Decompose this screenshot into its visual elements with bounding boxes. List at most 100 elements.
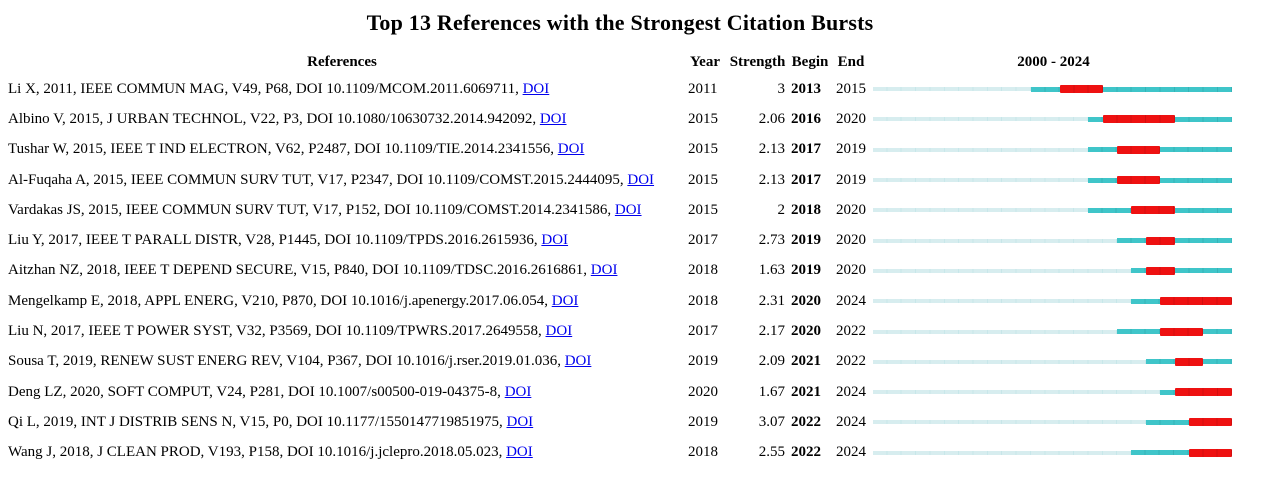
strength-value: 1.67 (758, 383, 785, 400)
reference-cell: Albino V, 2015, J URBAN TECHNOL, V22, P3… (0, 111, 684, 128)
reference-cell: Liu N, 2017, IEEE T POWER SYST, V32, P35… (0, 323, 684, 340)
table-row: Liu Y, 2017, IEEE T PARALL DISTR, V28, P… (0, 225, 1268, 255)
table-row: Vardakas JS, 2015, IEEE COMMUN SURV TUT,… (0, 195, 1268, 225)
burst-segment (1145, 266, 1175, 275)
active-segment (1088, 147, 1118, 153)
begin-value: 2020 (791, 323, 821, 340)
burst-timeline-bar (873, 417, 1232, 427)
year-value: 2018 (688, 292, 718, 309)
timeline-cell (871, 84, 1236, 94)
active-segment (1174, 238, 1232, 244)
begin-value: 2020 (791, 292, 821, 309)
burst-timeline-bar (873, 84, 1232, 94)
end-value: 2020 (836, 110, 866, 127)
timeline-cell (871, 145, 1236, 155)
pre-publication-segment (873, 450, 1132, 455)
column-header-strength: Strength (729, 53, 786, 70)
burst-timeline-bar (873, 266, 1232, 276)
reference-cell: Li X, 2011, IEEE COMMUN MAG, V49, P68, D… (0, 81, 684, 98)
column-header-year: Year (690, 53, 720, 70)
active-segment (1145, 359, 1175, 365)
year-value: 2019 (688, 353, 718, 370)
doi-link[interactable]: DOI (564, 353, 592, 370)
burst-timeline-bar (873, 145, 1232, 155)
timeline-cell (871, 236, 1236, 246)
pre-publication-segment (873, 268, 1132, 273)
begin-value: 2018 (791, 201, 821, 218)
column-header-begin: Begin (791, 53, 829, 70)
active-segment (1030, 86, 1060, 92)
begin-value: 2021 (791, 383, 821, 400)
reference-citation: Tushar W, 2015, IEEE T IND ELECTRON, V62… (8, 141, 554, 158)
doi-link[interactable]: DOI (539, 110, 567, 127)
pre-publication-segment (873, 420, 1146, 425)
table-row: Sousa T, 2019, RENEW SUST ENERG REV, V10… (0, 347, 1268, 377)
year-value: 2015 (688, 201, 718, 218)
reference-citation: Aitzhan NZ, 2018, IEEE T DEPEND SECURE, … (8, 262, 588, 279)
burst-timeline-bar (873, 448, 1232, 458)
burst-segment (1059, 85, 1103, 94)
burst-timeline-bar (873, 327, 1232, 337)
timeline-cell (871, 357, 1236, 367)
year-value: 2018 (688, 444, 718, 461)
doi-link[interactable]: DOI (506, 413, 534, 430)
burst-segment (1117, 176, 1161, 185)
strength-value: 2.09 (758, 353, 785, 370)
reference-citation: Vardakas JS, 2015, IEEE COMMUN SURV TUT,… (8, 201, 612, 218)
timeline-cell (871, 387, 1236, 397)
pre-publication-segment (873, 117, 1089, 122)
strength-value: 2 (777, 201, 786, 218)
doi-link[interactable]: DOI (590, 262, 618, 279)
begin-value: 2019 (791, 232, 821, 249)
reference-cell: Deng LZ, 2020, SOFT COMPUT, V24, P281, D… (0, 384, 684, 401)
end-value: 2024 (836, 413, 866, 430)
doi-link[interactable]: DOI (614, 201, 642, 218)
active-segment (1117, 329, 1161, 335)
doi-link[interactable]: DOI (557, 141, 585, 158)
begin-value: 2013 (791, 80, 821, 97)
burst-segment (1160, 297, 1232, 306)
burst-timeline-bar (873, 175, 1232, 185)
reference-citation: Albino V, 2015, J URBAN TECHNOL, V22, P3… (8, 110, 537, 127)
burst-segment (1188, 448, 1232, 457)
strength-value: 3 (777, 80, 786, 97)
doi-link[interactable]: DOI (545, 323, 573, 340)
year-value: 2017 (688, 232, 718, 249)
timeline-cell (871, 175, 1236, 185)
end-value: 2024 (836, 444, 866, 461)
table-row: Deng LZ, 2020, SOFT COMPUT, V24, P281, D… (0, 377, 1268, 407)
reference-citation: Qi L, 2019, INT J DISTRIB SENS N, V15, P… (8, 413, 503, 430)
doi-link[interactable]: DOI (506, 444, 533, 461)
burst-timeline-bar (873, 296, 1232, 306)
timeline-cell (871, 296, 1236, 306)
reference-cell: Liu Y, 2017, IEEE T PARALL DISTR, V28, P… (0, 232, 684, 249)
column-header-timeline-range: 2000 - 2024 (1017, 53, 1090, 70)
doi-link[interactable]: DOI (551, 292, 579, 309)
active-segment (1088, 207, 1132, 213)
begin-value: 2017 (791, 141, 821, 158)
reference-cell: Aitzhan NZ, 2018, IEEE T DEPEND SECURE, … (0, 262, 684, 279)
reference-citation: Liu Y, 2017, IEEE T PARALL DISTR, V28, P… (8, 232, 538, 249)
strength-value: 2.13 (758, 171, 785, 188)
year-value: 2017 (688, 323, 718, 340)
year-value: 2018 (688, 262, 718, 279)
doi-link[interactable]: DOI (522, 80, 550, 97)
burst-timeline-bar (873, 114, 1232, 124)
active-segment (1131, 298, 1161, 304)
burst-segment (1174, 388, 1232, 397)
doi-link[interactable]: DOI (627, 171, 655, 188)
strength-value: 2.17 (758, 323, 785, 340)
reference-cell: Tushar W, 2015, IEEE T IND ELECTRON, V62… (0, 141, 684, 158)
strength-value: 2.31 (758, 292, 785, 309)
reference-citation: Al-Fuqaha A, 2015, IEEE COMMUN SURV TUT,… (8, 171, 624, 188)
end-value: 2019 (836, 171, 866, 188)
begin-value: 2017 (791, 171, 821, 188)
active-segment (1131, 450, 1189, 456)
doi-link[interactable]: DOI (541, 232, 569, 249)
timeline-cell (871, 205, 1236, 215)
strength-value: 1.63 (758, 262, 785, 279)
doi-link[interactable]: DOI (504, 383, 532, 400)
table-row: Mengelkamp E, 2018, APPL ENERG, V210, P8… (0, 286, 1268, 316)
strength-value: 2.55 (758, 444, 785, 461)
column-header-references: References (307, 53, 377, 70)
